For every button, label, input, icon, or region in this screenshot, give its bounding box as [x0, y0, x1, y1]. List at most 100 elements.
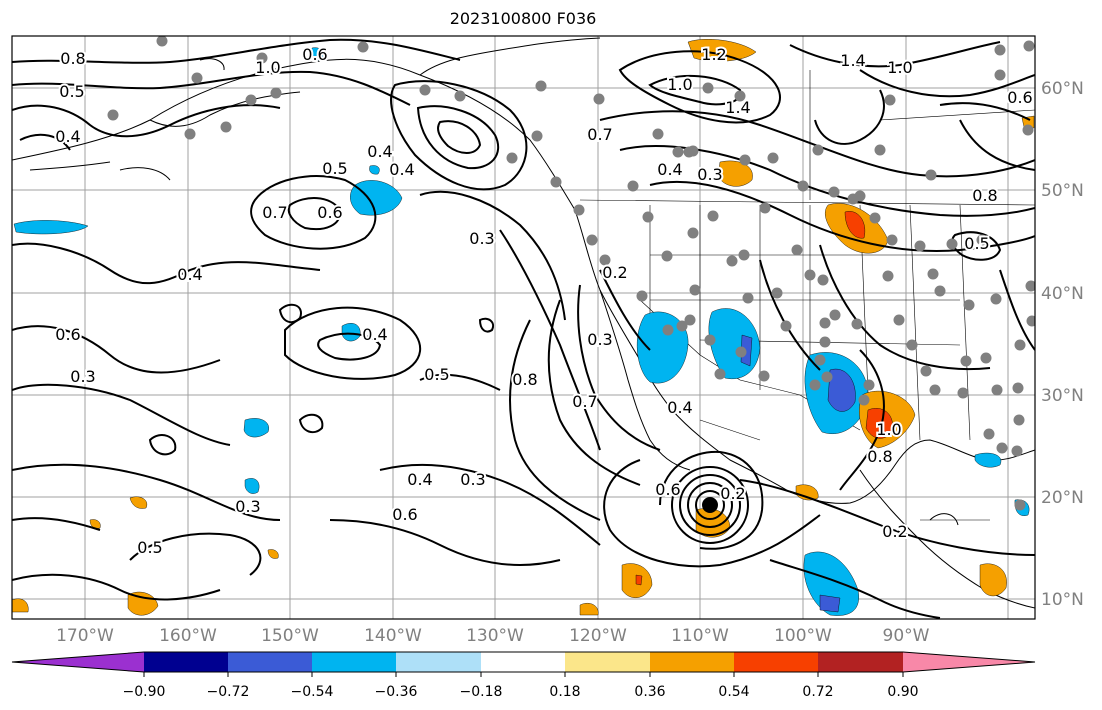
latitude-tick-label: 40°N	[1041, 284, 1084, 304]
latitude-tick-label: 60°N	[1041, 79, 1084, 99]
pos-fill-patch	[979, 563, 1007, 597]
station-dot	[156, 36, 168, 47]
latitude-tick-label: 20°N	[1041, 488, 1084, 508]
colorbar-segment	[565, 652, 650, 672]
station-dot	[1014, 339, 1026, 351]
colorbar-segment	[228, 652, 312, 672]
longitude-tick-label: 140°W	[364, 626, 422, 646]
station-markers	[107, 36, 1035, 511]
contour-value-label: 0.7	[262, 203, 287, 222]
station-dot	[676, 320, 688, 332]
contour-value-label: 0.3	[70, 367, 95, 386]
neg-fill-patch	[827, 368, 856, 412]
station-dot	[994, 44, 1006, 56]
station-dot	[586, 234, 598, 246]
station-dot	[791, 244, 803, 256]
longitude-tick-label: 150°W	[261, 626, 319, 646]
colorbar-tick-labels: −0.90 −0.72 −0.54 −0.36 −0.18 0.18 0.36 0.54 0.7…	[123, 672, 919, 700]
neg-fill-patch	[341, 323, 361, 342]
longitude-tick-label: 100°W	[774, 626, 832, 646]
neg-fill-patch	[819, 594, 841, 613]
contour-value-label: 0.6	[392, 505, 417, 524]
station-dot	[357, 41, 369, 53]
neg-fill-patch	[243, 418, 269, 438]
station-dot	[270, 87, 282, 99]
station-dot	[687, 227, 699, 239]
station-dot	[863, 379, 875, 391]
station-dot	[191, 72, 203, 84]
station-dot	[886, 234, 898, 246]
pos-fill-patch	[579, 602, 599, 616]
thin-contour-lines	[119, 58, 959, 526]
neg-fill-patch	[13, 220, 89, 235]
station-dot	[906, 339, 918, 351]
station-dot	[714, 368, 726, 380]
station-dot	[1023, 40, 1035, 52]
station-dot	[821, 371, 833, 383]
station-dot	[1011, 445, 1023, 457]
contour-value-label: 0.7	[587, 125, 612, 144]
station-dot	[245, 94, 257, 106]
station-dot	[1012, 382, 1024, 394]
colorbar-segment	[481, 652, 565, 672]
contour-value-label: 0.2	[602, 263, 627, 282]
longitude-tick-label: 110°W	[671, 626, 729, 646]
station-dot	[819, 336, 831, 348]
contour-lines	[12, 38, 1035, 619]
station-dot	[983, 428, 995, 440]
station-dot	[107, 109, 119, 121]
station-dot	[550, 176, 562, 188]
colorbar	[11, 651, 1036, 673]
station-dot	[767, 152, 779, 164]
station-dot	[593, 93, 605, 105]
station-dot	[991, 384, 1003, 396]
longitude-axis: 170°W 160°W 150°W 140°W 130°W 120°W 110°W 100°W…	[56, 626, 930, 646]
latitude-axis: 60°N 50°N 40°N 30°N 20°N 10°N	[1041, 79, 1084, 610]
station-dot	[704, 334, 716, 346]
contour-value-label: 0.4	[389, 160, 414, 179]
station-dot	[1022, 124, 1034, 136]
pos-fill-patch	[717, 160, 753, 187]
station-dot	[990, 293, 1002, 305]
station-dot	[847, 193, 859, 205]
station-dot	[976, 234, 988, 246]
station-dot	[927, 268, 939, 280]
station-dot	[797, 180, 809, 192]
contour-value-label: 1.0	[255, 58, 280, 77]
contour-value-label: 0.2	[882, 522, 907, 541]
station-dot	[702, 82, 714, 94]
contour-value-label: 0.5	[424, 365, 449, 384]
contour-value-label: 0.6	[655, 480, 680, 499]
colorbar-extend-high	[903, 652, 1035, 672]
contour-value-label: 0.4	[362, 325, 387, 344]
colorbar-tick-label: −0.36	[375, 684, 418, 700]
contour-value-label: 0.8	[60, 49, 85, 68]
station-dot	[819, 317, 831, 329]
station-dot	[882, 270, 894, 282]
station-dot	[780, 320, 792, 332]
pos-fill-patch	[267, 549, 279, 559]
pos-fill-patch	[687, 39, 757, 62]
station-dot	[742, 292, 754, 304]
station-dot	[814, 354, 826, 366]
contour-value-label: 0.3	[697, 165, 722, 184]
pos-fill-patch	[12, 598, 29, 613]
station-dot	[531, 130, 543, 142]
station-dot	[642, 211, 654, 223]
neg-fill-patch	[636, 311, 689, 384]
colorbar-tick-label: −0.18	[460, 684, 503, 700]
station-dot	[960, 355, 972, 367]
station-dot	[419, 84, 431, 96]
station-dot	[934, 285, 946, 297]
colorbar-segment	[818, 652, 903, 672]
station-dot	[184, 128, 196, 140]
station-dot	[684, 314, 696, 326]
contour-value-label: 0.4	[55, 127, 80, 146]
station-dot	[963, 299, 975, 311]
contour-value-label: 0.6	[1007, 88, 1032, 107]
station-dot	[893, 314, 905, 326]
map-title: 2023100800 F036	[449, 9, 597, 28]
neg-fill-patch	[708, 308, 761, 380]
contour-value-label: 0.2	[720, 484, 745, 503]
contour-value-label: 1.4	[840, 51, 865, 70]
